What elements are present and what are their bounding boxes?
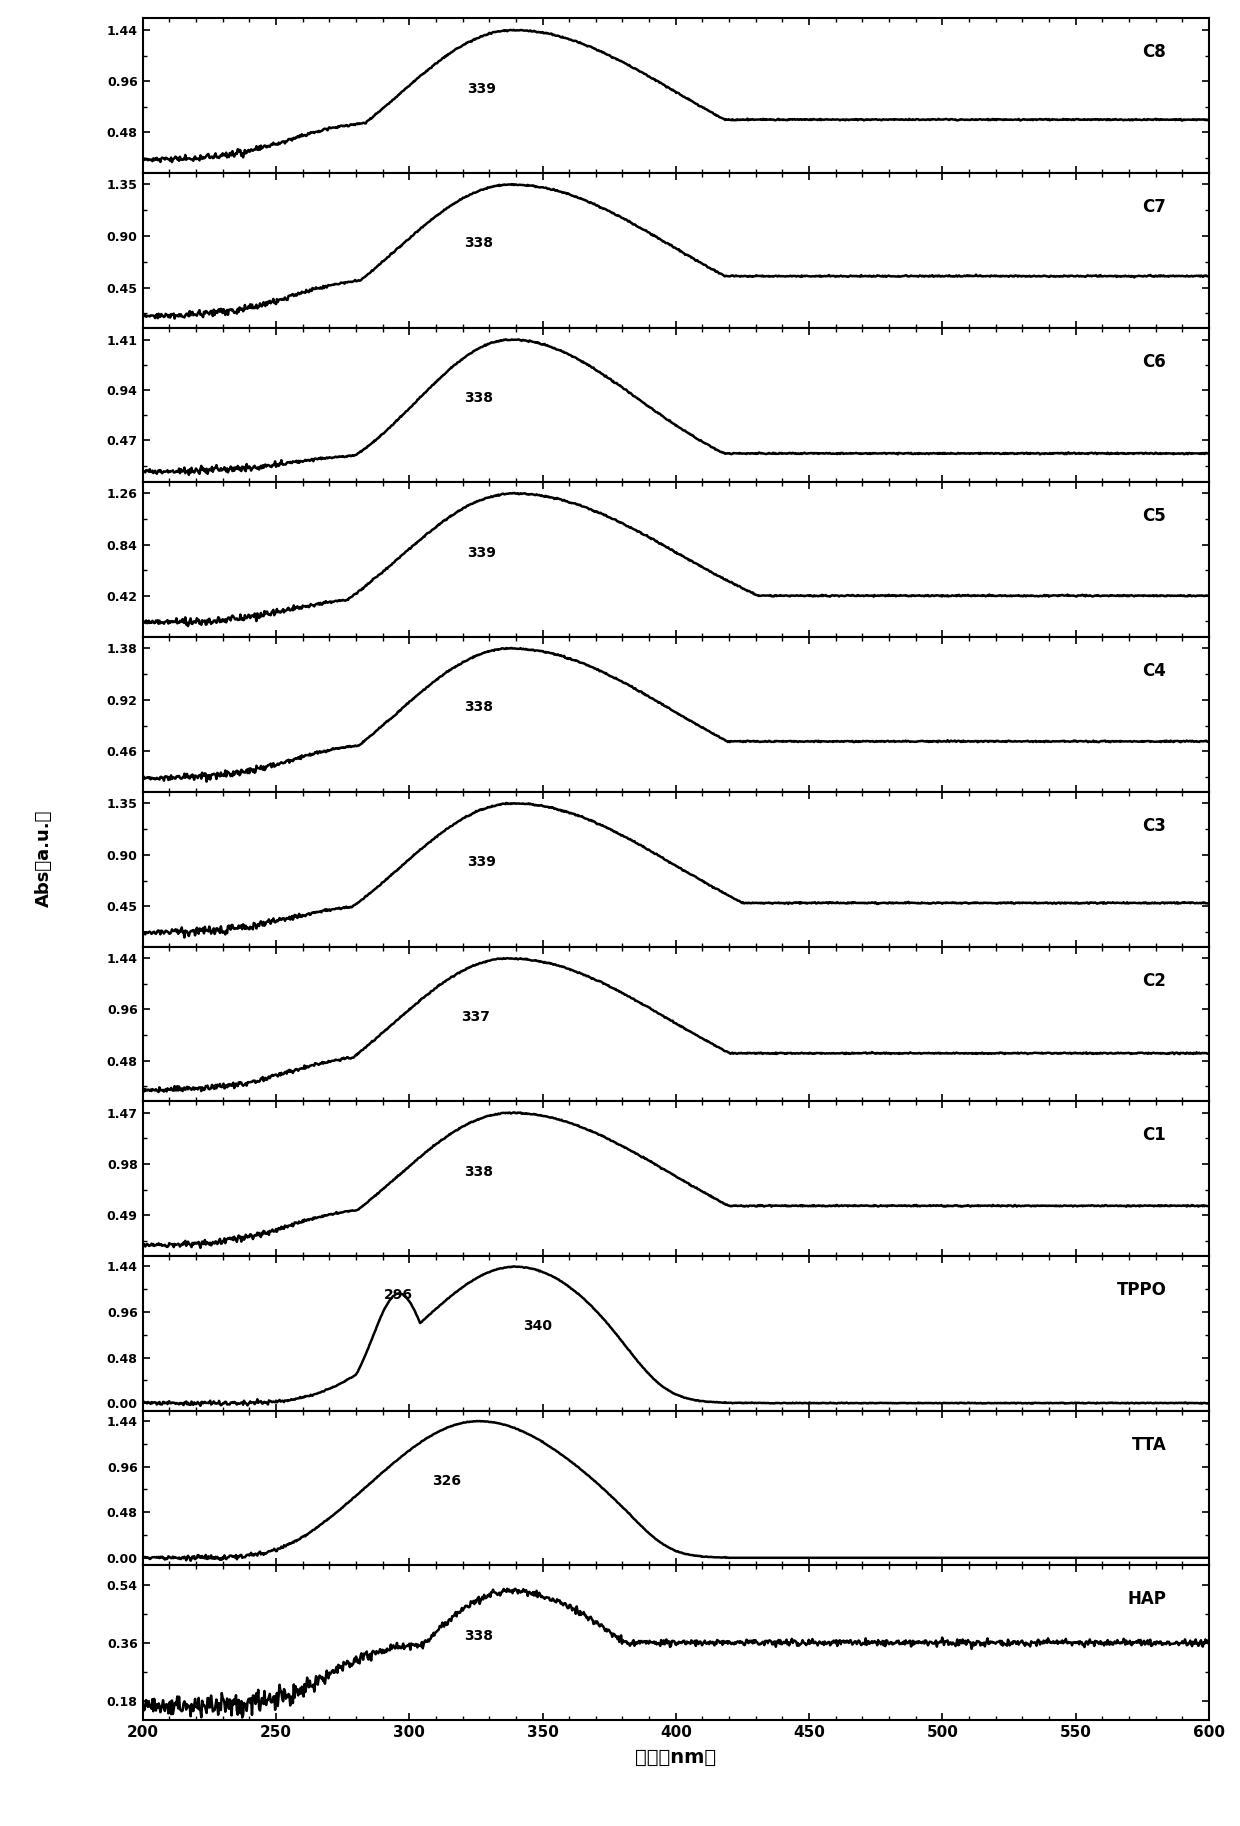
Text: 337: 337	[461, 1010, 490, 1024]
Text: 340: 340	[523, 1318, 552, 1333]
Text: C5: C5	[1142, 508, 1167, 526]
Text: C8: C8	[1142, 44, 1167, 62]
Text: 339: 339	[466, 546, 496, 559]
Text: 338: 338	[464, 391, 494, 405]
Text: C4: C4	[1142, 663, 1167, 679]
Text: 326: 326	[432, 1474, 461, 1488]
Text: 339: 339	[466, 82, 496, 95]
X-axis label: 波长（nm）: 波长（nm）	[635, 1747, 717, 1768]
Text: C1: C1	[1142, 1127, 1167, 1145]
Text: 338: 338	[464, 1629, 494, 1643]
Text: HAP: HAP	[1127, 1590, 1167, 1609]
Text: C7: C7	[1142, 197, 1167, 215]
Text: C6: C6	[1142, 352, 1167, 371]
Text: 338: 338	[464, 1165, 494, 1178]
Text: 296: 296	[384, 1289, 413, 1302]
Text: 338: 338	[464, 236, 494, 250]
Text: C2: C2	[1142, 971, 1167, 990]
Text: C3: C3	[1142, 816, 1167, 834]
Text: 339: 339	[466, 855, 496, 869]
Text: TPPO: TPPO	[1116, 1282, 1167, 1298]
Text: TTA: TTA	[1132, 1435, 1167, 1453]
Text: 338: 338	[464, 701, 494, 714]
Text: Abs（a.u.）: Abs（a.u.）	[35, 809, 53, 908]
